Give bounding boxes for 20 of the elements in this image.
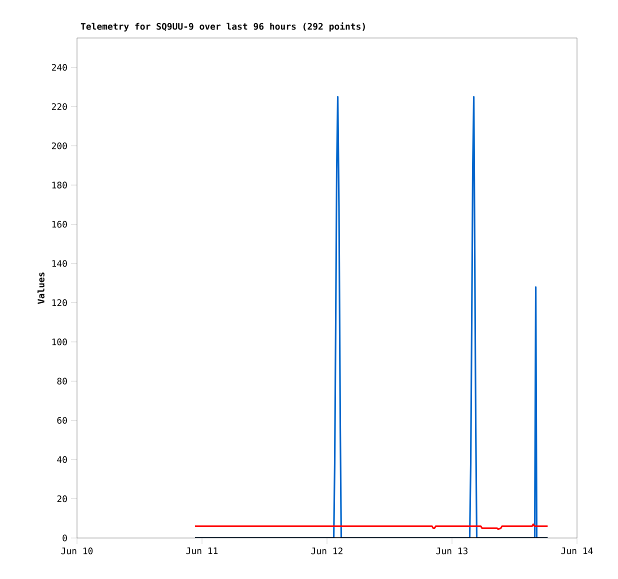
y-tick-label: 220 [52, 103, 67, 110]
x-tick-label: Jun 14 [561, 548, 593, 554]
y-tick-label: 20 [57, 495, 67, 502]
x-tick-label: Jun 11 [186, 548, 218, 554]
y-tick-label: 60 [57, 416, 67, 424]
y-tick-label: 40 [57, 456, 67, 463]
y-tick-label: 160 [52, 220, 67, 228]
x-tick-label: Jun 10 [61, 548, 93, 554]
y-tick-label: 180 [52, 182, 67, 188]
x-tick-label: Jun 12 [311, 548, 342, 554]
y-tick-label: 0 [62, 534, 67, 542]
y-tick-label: 80 [57, 378, 67, 385]
chart-title: Telemetry for SQ9UU-9 over last 96 hours (292 points) [80, 22, 365, 32]
x-tick-label: Jun 13 [436, 548, 468, 554]
y-tick-label: 240 [52, 64, 67, 71]
y-axis-title: Values [38, 272, 44, 304]
y-tick-label: 200 [52, 142, 67, 150]
y-tick-label: 120 [52, 299, 67, 306]
y-tick-label: 100 [52, 338, 67, 346]
y-tick-label: 140 [52, 260, 67, 267]
